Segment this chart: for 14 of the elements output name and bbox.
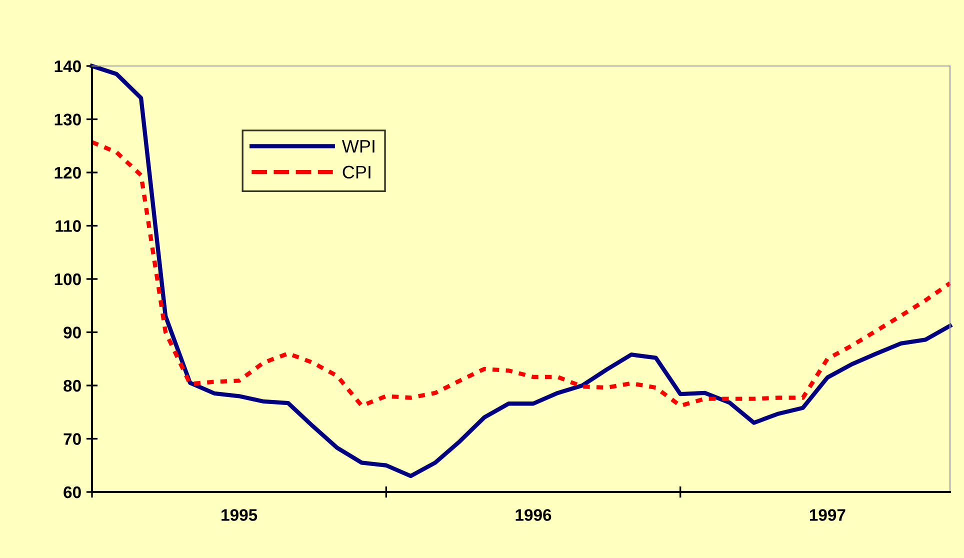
x-tick-label: 1995: [222, 509, 258, 521]
y-tick-label: 110: [56, 220, 81, 232]
legend-label: WPI: [342, 140, 374, 153]
x-tick-label: 1996: [516, 509, 552, 521]
y-tick-label: 60: [64, 486, 81, 498]
y-tick-label: 90: [64, 326, 81, 338]
y-tick-label: 80: [64, 380, 81, 392]
y-tick-label: 130: [54, 114, 81, 126]
legend-label: CPI: [342, 166, 370, 179]
y-tick-label: 70: [64, 433, 81, 445]
y-tick-label: 140: [54, 60, 81, 72]
x-tick-label: 1997: [810, 509, 846, 521]
y-tick-label: 120: [54, 166, 81, 179]
y-tick-label: 100: [54, 273, 81, 286]
